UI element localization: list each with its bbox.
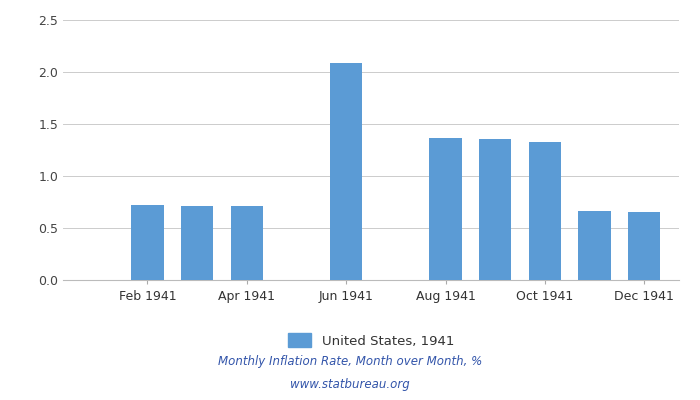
Bar [330, 63, 363, 280]
Bar [628, 212, 660, 280]
Bar [231, 206, 263, 280]
Text: www.statbureau.org: www.statbureau.org [290, 378, 410, 391]
Bar [132, 205, 164, 280]
Bar [578, 211, 610, 280]
Bar [429, 138, 462, 280]
Legend: United States, 1941: United States, 1941 [288, 333, 454, 348]
Bar [528, 142, 561, 280]
Bar [479, 138, 511, 280]
Bar [181, 206, 214, 280]
Text: Monthly Inflation Rate, Month over Month, %: Monthly Inflation Rate, Month over Month… [218, 356, 482, 368]
